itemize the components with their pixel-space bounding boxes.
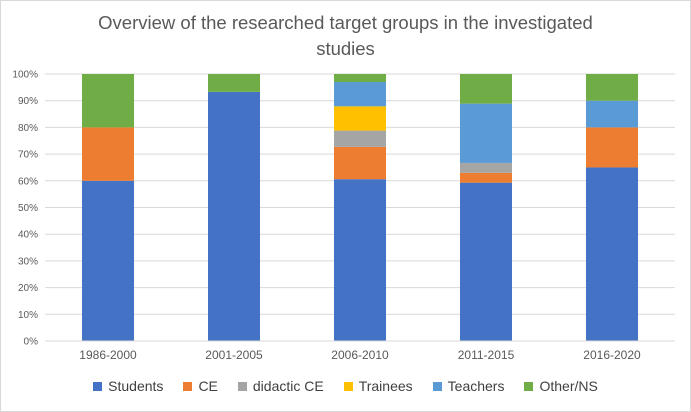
legend-swatch bbox=[183, 381, 193, 391]
chart-title-line-1: Overview of the researched target groups… bbox=[98, 12, 593, 33]
legend-label: Trainees bbox=[358, 378, 413, 394]
bar-segment-other-ns bbox=[208, 74, 260, 92]
bar-segment-ce bbox=[82, 127, 134, 181]
bar-segment-ce bbox=[586, 127, 638, 168]
y-tick-label: 100% bbox=[12, 70, 38, 81]
legend-swatch bbox=[343, 381, 353, 391]
y-tick-label: 80% bbox=[18, 123, 38, 134]
y-tick-label: 70% bbox=[18, 150, 38, 161]
bar-segment-other-ns bbox=[334, 74, 386, 83]
y-tick-label: 30% bbox=[18, 256, 38, 267]
bar-segment-didactic-ce bbox=[460, 162, 512, 173]
legend-swatch bbox=[93, 381, 103, 391]
bar-segment-students bbox=[208, 91, 260, 341]
chart-title: Overview of the researched target groups… bbox=[0, 10, 691, 62]
bar-segment-other-ns bbox=[82, 74, 134, 128]
y-tick-label: 60% bbox=[18, 176, 38, 187]
legend: Students CE didactic CE Trainees Teachers Oth… bbox=[0, 378, 691, 394]
x-axis: 1986-2000 2001-2005 2006-2010 2011-2015 2016… bbox=[45, 340, 675, 362]
x-tick-label: 1986-2000 bbox=[79, 348, 137, 362]
y-tick-label: 20% bbox=[18, 283, 38, 294]
bars bbox=[82, 74, 638, 341]
y-tick-label: 40% bbox=[18, 230, 38, 241]
legend-label: didactic CE bbox=[252, 378, 324, 394]
bar-segment-other-ns bbox=[460, 74, 512, 104]
legend-item: Students bbox=[93, 378, 163, 394]
bar-segment-ce bbox=[460, 172, 512, 183]
legend-swatch bbox=[237, 381, 247, 391]
legend-item: CE bbox=[183, 378, 218, 394]
legend-item: Other/NS bbox=[524, 378, 598, 394]
y-tick-label: 90% bbox=[18, 96, 38, 107]
bar-segment-ce bbox=[334, 146, 386, 180]
legend-swatch bbox=[524, 381, 534, 391]
chart-title-line-2: studies bbox=[316, 38, 375, 59]
bar-segment-teachers bbox=[586, 100, 638, 128]
bar-segment-teachers bbox=[460, 103, 512, 163]
y-tick-label: 50% bbox=[18, 203, 38, 214]
bar-segment-students bbox=[460, 182, 512, 341]
y-axis: 0% 10% 20% 30% 40% 50% 60% 70% 80% 90% 100% bbox=[12, 70, 38, 348]
legend-item: Teachers bbox=[432, 378, 505, 394]
legend-label: Other/NS bbox=[539, 378, 598, 394]
bar-segment-students bbox=[82, 180, 134, 341]
bar-segment-other-ns bbox=[586, 74, 638, 101]
y-tick-label: 0% bbox=[24, 337, 39, 348]
bar-segment-students bbox=[334, 179, 386, 341]
legend-item: Trainees bbox=[343, 378, 413, 394]
legend-label: Teachers bbox=[447, 378, 505, 394]
x-tick-label: 2006-2010 bbox=[331, 348, 389, 362]
x-tick-label: 2011-2015 bbox=[458, 348, 515, 362]
bar-segment-students bbox=[586, 167, 638, 341]
x-tick-label: 2001-2005 bbox=[205, 348, 263, 362]
bar-segment-didactic-ce bbox=[334, 130, 386, 147]
bar-segment-teachers bbox=[334, 82, 386, 107]
y-tick-label: 10% bbox=[18, 310, 38, 321]
legend-label: CE bbox=[198, 378, 218, 394]
legend-item: didactic CE bbox=[237, 378, 324, 394]
legend-swatch bbox=[432, 381, 442, 391]
x-tick-label: 2016-2020 bbox=[583, 348, 641, 362]
legend-label: Students bbox=[108, 378, 164, 394]
bar-segment-trainees bbox=[334, 106, 386, 131]
